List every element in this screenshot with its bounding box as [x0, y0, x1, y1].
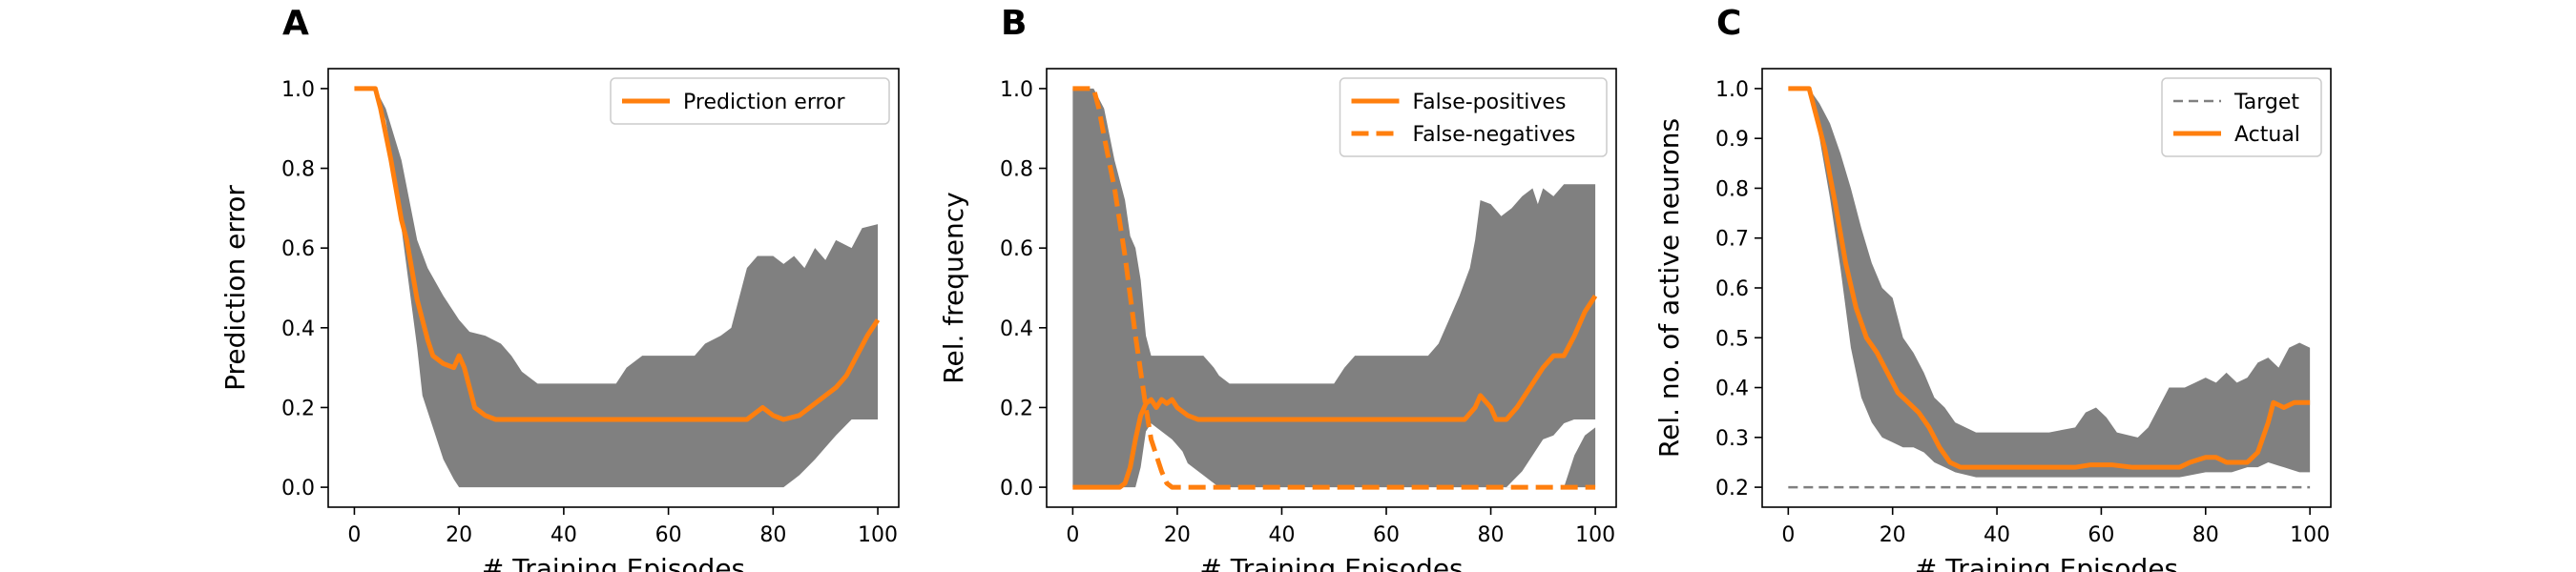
x-tick-label: 80	[1478, 523, 1505, 547]
std-band	[1788, 88, 2311, 478]
y-tick-label: 0.6	[281, 237, 315, 261]
y-tick-label: 0.4	[1715, 378, 1749, 401]
legend-box	[1339, 77, 1608, 157]
x-tick-label: 40	[551, 523, 577, 547]
legend-label: False-negatives	[1413, 123, 1576, 147]
panel-a: A 0 20 40 60 80 100 0.0 0.2 0.4 0.6 0.8 1.0 # Trainin…	[219, 4, 900, 572]
y-tick-label: 0.7	[1715, 228, 1749, 252]
y-tick-label: 0.4	[281, 317, 315, 341]
y-axis-title: Prediction error	[219, 185, 251, 391]
x-axis-title: # Training Episodes	[1915, 553, 2178, 572]
y-axis-title: Rel. no. of active neurons	[1653, 118, 1685, 458]
y-tick-label: 0.8	[281, 158, 315, 182]
legend: Target Actual	[2161, 77, 2322, 157]
legend-box	[610, 77, 890, 125]
y-tick-label: 0.0	[1000, 477, 1033, 500]
x-tick-label: 100	[858, 523, 898, 547]
legend: Prediction error	[610, 77, 890, 125]
x-tick-label: 20	[1880, 523, 1906, 547]
y-tick-label: 1.0	[281, 78, 315, 102]
panel-letter: B	[1001, 4, 1027, 43]
x-tick-label: 0	[347, 523, 361, 547]
x-tick-label: 80	[2192, 523, 2219, 547]
x-tick-label: 40	[1984, 523, 2010, 547]
std-band	[354, 88, 879, 488]
panel-b: B 0 20 40 60 80 100 0.0 0.2 0.4 0.6 0.8 1.0 # Trainin…	[938, 4, 1617, 572]
y-tick-label: 0.2	[281, 397, 315, 420]
x-axis-title: # Training Episodes	[1199, 553, 1463, 572]
std-band	[1072, 88, 1596, 488]
x-tick-label: 100	[2290, 523, 2330, 547]
x-tick-label: 20	[446, 523, 472, 547]
series-line-1	[1072, 294, 1598, 490]
axes-frame	[327, 68, 900, 508]
x-tick-label: 0	[1066, 523, 1079, 547]
panel-c: C 0 20 40 60 80 100 0.2 0.3 0.4 0.5 0.6 0.7 0.8 0.9 1.0…	[1653, 4, 2332, 572]
y-tick-label: 0.5	[1715, 327, 1749, 351]
y-tick-label: 1.0	[1000, 78, 1033, 102]
y-tick-label: 0.0	[281, 477, 315, 500]
x-tick-label: 20	[1164, 523, 1191, 547]
series-line-2	[1788, 86, 2311, 470]
x-tick-label: 100	[1575, 523, 1615, 547]
y-tick-label: 0.8	[1000, 158, 1033, 182]
plot-area	[1072, 86, 1598, 490]
axes-frame	[1046, 68, 1617, 508]
y-tick-label: 0.8	[1715, 177, 1749, 201]
x-tick-label: 80	[759, 523, 786, 547]
y-tick-label: 0.6	[1000, 237, 1033, 261]
plot-area	[1788, 86, 2311, 489]
panel-letter: C	[1716, 4, 1741, 43]
std-band-lower	[1564, 427, 1596, 488]
x-tick-label: 0	[1781, 523, 1795, 547]
legend-label: Target	[2233, 91, 2299, 114]
x-tick-label: 60	[1373, 523, 1400, 547]
y-tick-label: 0.3	[1715, 427, 1749, 451]
legend: False-positives False-negatives	[1339, 77, 1608, 157]
series-line-2	[1072, 86, 1596, 490]
y-tick-label: 0.9	[1715, 128, 1749, 152]
y-axis-title: Rel. frequency	[938, 192, 969, 383]
plot-area	[354, 86, 881, 488]
x-tick-label: 60	[2088, 523, 2114, 547]
legend-box	[2161, 77, 2322, 157]
y-tick-label: 1.0	[1715, 78, 1749, 102]
legend-label: Prediction error	[683, 91, 845, 114]
y-tick-label: 0.2	[1715, 477, 1749, 500]
legend-label: Actual	[2234, 123, 2300, 147]
y-tick-label: 0.2	[1000, 397, 1033, 420]
panel-letter: A	[282, 4, 309, 43]
legend-label: False-positives	[1413, 91, 1567, 114]
y-tick-label: 0.6	[1715, 277, 1749, 301]
x-tick-label: 60	[655, 523, 682, 547]
x-tick-label: 40	[1268, 523, 1295, 547]
series-line-1	[354, 86, 881, 422]
y-tick-label: 0.4	[1000, 317, 1033, 341]
x-axis-title: # Training Episodes	[482, 553, 745, 572]
